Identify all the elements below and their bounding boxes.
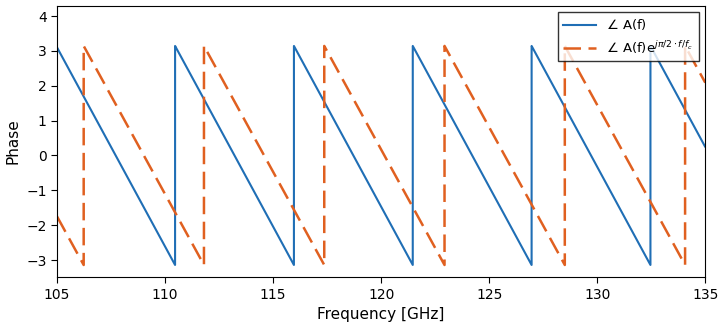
Legend: $\angle$ A(f), $\angle$ A(f)e$^{j\pi/2\cdot f/f_c}$: $\angle$ A(f), $\angle$ A(f)e$^{j\pi/2\c…: [557, 12, 699, 61]
X-axis label: Frequency [GHz]: Frequency [GHz]: [317, 307, 445, 322]
Y-axis label: Phase: Phase: [6, 119, 20, 164]
